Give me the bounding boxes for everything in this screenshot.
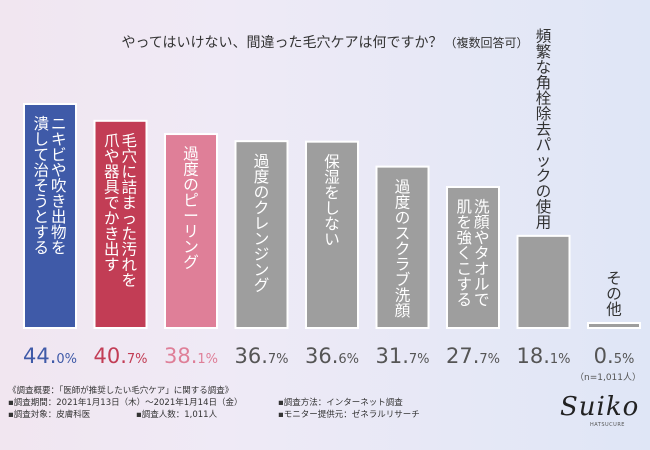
brand-logo: Suiko HATSUCURE — [560, 392, 640, 436]
bar-label-9-col-1: その他 — [606, 270, 622, 319]
bar-label-2-col-2: 爪や器具でかき出す — [104, 132, 120, 274]
bar-6 — [375, 165, 430, 329]
chart-title-sub: （複数回答可） — [444, 36, 529, 50]
bar-label-4-col-1: 過度のクレンジング — [254, 152, 270, 294]
footer-provider: ▪モニター提供元：ゼネラルリサーチ — [278, 410, 420, 420]
bar-label-1-col-1: ニキビや吹き出物を — [51, 115, 67, 257]
bar-7 — [446, 185, 500, 329]
bar-label-3: 過度のピーリング — [183, 145, 199, 272]
bar-label-8: 頻繁な角栓除去パックの使用 — [536, 28, 552, 232]
bar-4 — [234, 140, 289, 329]
bar-label-1-col-2: 潰して治そうとする — [33, 115, 49, 257]
bar-label-5: 保湿をしない — [324, 153, 340, 249]
bar-8 — [516, 234, 571, 329]
bar-label-7-col-1: 洗顔やタオルで — [474, 198, 490, 309]
value-label-3: 38.1% — [164, 344, 218, 368]
chart-title-main: やってはいけない、間違った毛穴ケアは何ですか？ — [121, 35, 443, 51]
brand-logo-script: Suiko — [560, 392, 640, 422]
bar-label-8-col-1: 頻繁な角栓除去パックの使用 — [536, 28, 552, 232]
value-label-4: 36.7% — [234, 344, 288, 368]
footer-count: ▪調査人数：1,011人 — [136, 410, 218, 420]
bar-1 — [23, 103, 77, 329]
value-label-2: 40.7% — [93, 344, 147, 368]
bar-label-4: 過度のクレンジング — [254, 152, 270, 294]
brand-logo-tagline: HATSUCURE — [590, 422, 625, 428]
footer-method: ▪調査方法：インターネット調査 — [278, 398, 403, 408]
value-label-9: 0.5% — [594, 344, 635, 368]
value-label-1: 44.0% — [23, 344, 77, 368]
footer-target: ▪調査対象：皮膚科医 — [8, 410, 91, 420]
bar-2 — [93, 119, 148, 329]
value-label-8: 18.1% — [516, 344, 570, 368]
value-label-7: 27.7% — [446, 344, 500, 368]
sample-size-note: （n=1,011人） — [575, 372, 641, 383]
footer-heading: 《調査概要：「医師が推奨したい毛穴ケア」に関する調査》 — [8, 386, 234, 396]
bar-9 — [587, 322, 641, 329]
bar-label-5-col-1: 保湿をしない — [324, 153, 340, 249]
bar-label-7-col-2: 肌を強くこする — [456, 198, 472, 309]
bar-label-2-col-1: 毛穴に詰まった汚れを — [121, 132, 137, 290]
bar-3 — [164, 133, 218, 329]
bar-label-6-col-1: 過度のスクラブ洗顔 — [395, 178, 411, 320]
bar-5 — [305, 140, 359, 329]
chart-title: やってはいけない、間違った毛穴ケアは何ですか？ （複数回答可） — [0, 32, 650, 52]
bar-label-6: 過度のスクラブ洗顔 — [395, 178, 411, 320]
value-label-5: 36.6% — [305, 344, 359, 368]
survey-footer: 《調査概要：「医師が推奨したい毛穴ケア」に関する調査》 ▪調査期間：2021年1… — [8, 385, 528, 421]
value-label-6: 31.7% — [375, 344, 429, 368]
footer-period: ▪調査期間：2021年1月13日（木）〜2021年1月14日（金） — [8, 398, 243, 408]
bar-label-9: その他 — [606, 270, 622, 319]
bar-label-3-col-1: 過度のピーリング — [183, 145, 199, 272]
